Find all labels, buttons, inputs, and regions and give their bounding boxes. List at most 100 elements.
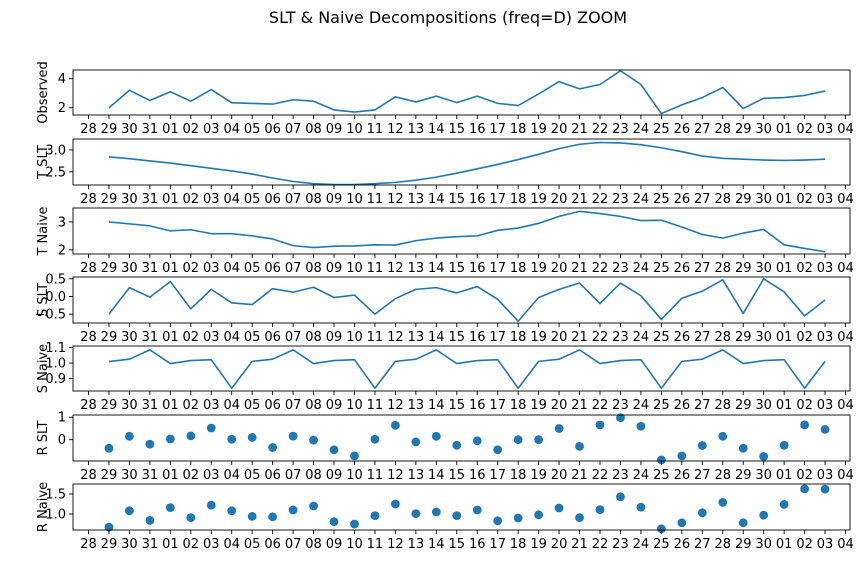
x-tick-label: 21	[571, 398, 588, 413]
data-point-observed	[128, 89, 130, 91]
x-tick-label: 06	[264, 468, 281, 483]
data-point-t-slt	[640, 143, 642, 145]
data-point-observed	[497, 102, 499, 104]
x-tick-label: 13	[408, 398, 425, 413]
data-point-observed	[701, 96, 703, 98]
data-point-r-slt	[575, 442, 584, 451]
x-tick-label: 10	[346, 537, 363, 552]
y-tick-label: 1.0	[45, 508, 66, 523]
data-point-r-naive	[656, 524, 666, 534]
data-point-observed	[415, 101, 417, 103]
x-tick-label: 29	[101, 261, 118, 276]
x-tick-label: 01	[776, 398, 793, 413]
x-tick-label: 24	[633, 261, 650, 276]
data-point-t-naive	[517, 227, 519, 229]
x-tick-label: 23	[612, 192, 629, 207]
data-point-observed	[149, 99, 151, 101]
x-tick-label: 26	[674, 398, 691, 413]
x-tick-label: 08	[305, 122, 322, 137]
data-point-observed	[353, 111, 355, 113]
data-point-r-naive	[350, 519, 359, 529]
x-tick-label: 28	[714, 261, 731, 276]
data-point-t-slt	[190, 165, 192, 167]
data-point-r-slt	[227, 434, 237, 444]
data-point-t-slt	[660, 147, 662, 149]
x-tick-label: 29	[101, 122, 118, 137]
x-tick-label: 25	[653, 122, 670, 137]
data-point-s-slt	[558, 288, 560, 290]
data-point-s-naive	[456, 362, 458, 364]
data-point-observed	[558, 80, 560, 82]
x-tick-label: 04	[223, 537, 240, 552]
x-tick-label: 10	[346, 398, 363, 413]
x-tick-label: 06	[264, 398, 281, 413]
x-tick-label: 09	[326, 122, 343, 137]
x-tick-label: 31	[142, 122, 159, 137]
x-tick-label: 25	[653, 468, 670, 483]
data-point-s-naive	[660, 387, 662, 389]
x-tick-label: 13	[408, 122, 425, 137]
x-tick-label: 29	[101, 398, 118, 413]
data-point-r-slt	[125, 431, 134, 441]
x-tick-label: 02	[796, 398, 813, 413]
x-tick-label: 20	[551, 398, 568, 413]
x-tick-label: 08	[305, 537, 322, 552]
x-tick-label: 04	[837, 122, 854, 137]
x-tick-label: 26	[674, 192, 691, 207]
y-tick-label: 0.5	[45, 272, 66, 287]
x-tick-label: 15	[449, 192, 466, 207]
x-tick-label: 03	[817, 537, 834, 552]
data-point-t-slt	[169, 162, 171, 164]
y-tick-label: 1.1	[45, 341, 66, 356]
x-tick-label: 28	[714, 330, 731, 345]
data-point-s-naive	[353, 358, 355, 360]
data-point-t-naive	[210, 232, 212, 234]
data-point-s-naive	[251, 360, 253, 362]
x-tick-label: 21	[571, 122, 588, 137]
x-tick-label: 12	[387, 192, 404, 207]
y-axis-label: T SLT	[36, 145, 51, 180]
x-tick-label: 26	[674, 330, 691, 345]
data-point-s-naive	[722, 349, 724, 351]
x-tick-label: 26	[674, 537, 691, 552]
x-tick-label: 17	[489, 192, 506, 207]
y-axis-label: S Naive	[36, 344, 51, 393]
data-point-r-naive	[554, 503, 564, 513]
data-point-observed	[435, 95, 437, 97]
x-tick-label: 12	[387, 468, 404, 483]
x-tick-label: 04	[837, 537, 854, 552]
x-tick-label: 03	[817, 468, 834, 483]
data-point-t-naive	[231, 232, 233, 234]
x-tick-label: 15	[449, 398, 466, 413]
data-point-r-naive	[534, 510, 544, 520]
data-point-observed	[681, 104, 683, 106]
x-tick-label: 01	[162, 330, 179, 345]
data-point-r-slt	[697, 441, 707, 450]
x-tick-label: 04	[223, 330, 240, 345]
data-point-s-slt	[762, 278, 764, 280]
data-point-t-naive	[722, 237, 724, 239]
x-tick-label: 20	[551, 537, 568, 552]
x-tick-label: 12	[387, 398, 404, 413]
series-line-s-slt	[108, 277, 826, 323]
x-tick-label: 14	[428, 398, 445, 413]
x-tick-label: 08	[305, 192, 322, 207]
data-point-r-slt	[288, 431, 298, 441]
x-tick-label: 22	[592, 192, 609, 207]
x-tick-label: 04	[837, 261, 854, 276]
x-tick-label: 28	[80, 122, 97, 137]
x-tick-label: 14	[428, 122, 445, 137]
x-tick-label: 09	[326, 468, 343, 483]
data-point-s-slt	[128, 286, 130, 288]
x-tick-label: 19	[530, 330, 547, 345]
data-point-t-naive	[394, 244, 396, 246]
data-point-observed	[578, 88, 580, 90]
y-tick-label: 2.5	[45, 165, 66, 180]
data-point-observed	[824, 90, 826, 92]
x-tick-label: 22	[592, 537, 609, 552]
data-point-t-naive	[824, 251, 826, 253]
x-tick-label: 26	[674, 468, 691, 483]
